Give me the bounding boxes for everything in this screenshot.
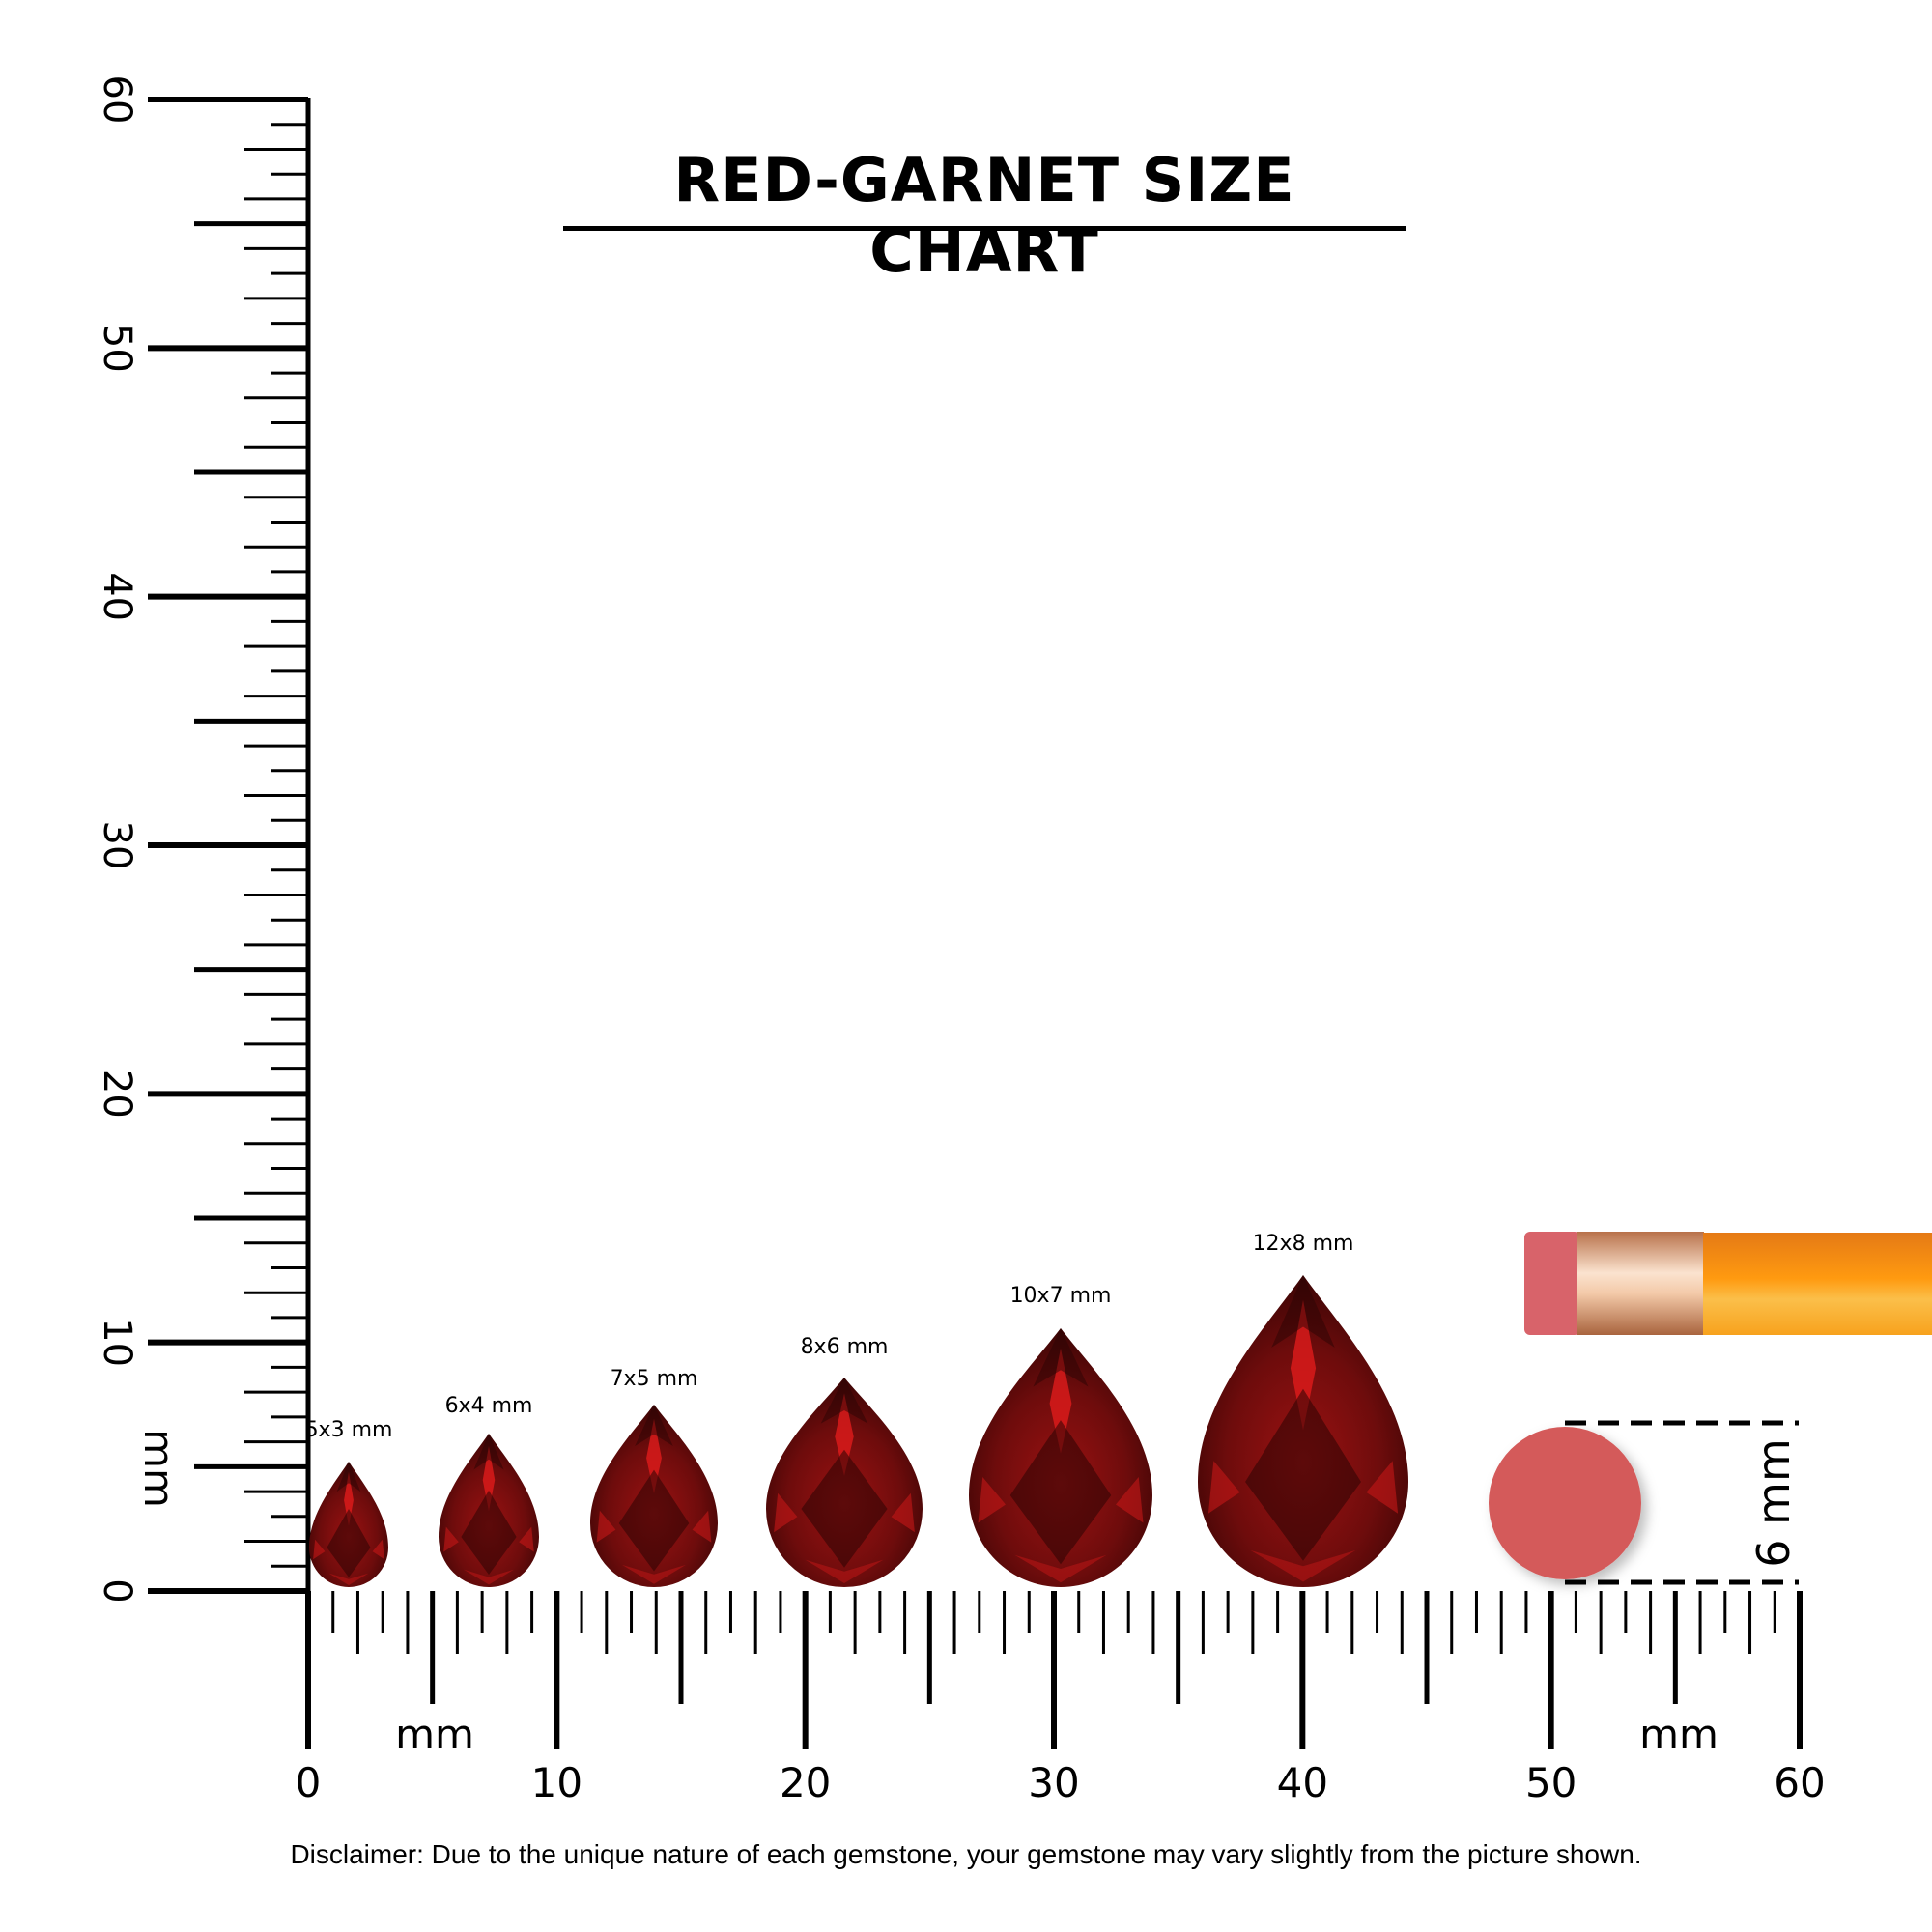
horizontal-tick-label: 0 xyxy=(296,1759,322,1806)
gemstone-6x4mm xyxy=(439,1434,539,1587)
pencil-eraser-tip xyxy=(1524,1232,1580,1335)
gem-facet xyxy=(327,1508,371,1577)
gem-facet xyxy=(1116,1477,1144,1523)
disclaimer: Disclaimer: Due to the unique nature of … xyxy=(290,1839,1642,1869)
gem-facet xyxy=(805,1559,884,1583)
pencil-body xyxy=(1703,1233,1932,1335)
gem-facet xyxy=(1049,1348,1072,1454)
gem-facet xyxy=(835,1393,854,1476)
gem-facet xyxy=(774,1492,798,1533)
gem-facet xyxy=(1033,1328,1089,1387)
gem-facet xyxy=(891,1492,915,1533)
gem-facet xyxy=(1290,1299,1317,1431)
gem-facet xyxy=(1245,1388,1361,1561)
gem-facet xyxy=(1250,1549,1356,1582)
vertical-tick-label: 20 xyxy=(95,1069,139,1119)
gem-facet xyxy=(336,1462,361,1492)
vertical-tick-label: 10 xyxy=(95,1318,139,1367)
horizontal-tick-label: 10 xyxy=(531,1759,582,1806)
gem-facet xyxy=(1208,1461,1240,1514)
gem-facet xyxy=(622,1564,686,1584)
horizontal-tick-label: 20 xyxy=(780,1759,831,1806)
horizontal-unit-label-right: mm xyxy=(1639,1711,1719,1758)
vertical-tick-label: 50 xyxy=(95,324,139,373)
gem-facet xyxy=(1366,1461,1399,1514)
gem-size-label: 12x8 mm xyxy=(1252,1232,1354,1256)
gem-facet xyxy=(344,1471,354,1526)
gem-facet xyxy=(473,1434,504,1470)
gem-facet xyxy=(1014,1554,1107,1583)
gem-size-label: 8x6 mm xyxy=(800,1335,889,1359)
gemstones xyxy=(309,1275,1408,1587)
gem-facet xyxy=(978,1477,1006,1523)
vertical-tick-label: 30 xyxy=(95,821,139,870)
gemstone-12x8mm xyxy=(1198,1275,1408,1587)
gemstone-5x3mm xyxy=(309,1462,388,1587)
gem-facet xyxy=(618,1469,690,1572)
gem-facet xyxy=(820,1378,868,1424)
gem-size-label: 10x7 mm xyxy=(1009,1284,1112,1308)
eraser-reference-circle xyxy=(1489,1427,1641,1579)
gem-facet xyxy=(482,1445,496,1512)
gem-size-label: 7x5 mm xyxy=(610,1367,698,1391)
vertical-tick-label: 60 xyxy=(95,75,139,125)
gemstone-7x5mm xyxy=(590,1405,718,1587)
horizontal-tick-label: 30 xyxy=(1028,1759,1079,1806)
vertical-ruler: 0 10 20 30 40 50 60 xyxy=(95,75,311,1604)
gem-facet xyxy=(328,1573,369,1585)
gem-facet xyxy=(596,1510,616,1543)
eraser-size-label: 6 mm xyxy=(1747,1438,1800,1568)
vertical-tick-label: 0 xyxy=(95,1578,139,1603)
gem-facet xyxy=(646,1418,662,1494)
page-title: RED-GARNET SIZE CHART xyxy=(673,145,1295,286)
gem-size-label: 6x4 mm xyxy=(444,1394,533,1418)
gem-facet xyxy=(461,1490,517,1575)
vertical-unit-label: mm xyxy=(135,1429,183,1508)
horizontal-tick-label: 60 xyxy=(1774,1759,1825,1806)
gem-facet xyxy=(372,1539,384,1560)
gem-facet xyxy=(692,1510,712,1543)
gemstone-10x7mm xyxy=(969,1328,1152,1587)
horizontal-tick-label: 50 xyxy=(1525,1759,1577,1806)
gem-facet xyxy=(443,1526,459,1552)
gem-facet xyxy=(801,1449,888,1568)
gem-facet xyxy=(1009,1420,1112,1565)
pencil-ferrule xyxy=(1577,1232,1704,1335)
title-underline xyxy=(563,226,1406,231)
horizontal-tick-label: 40 xyxy=(1277,1759,1328,1806)
gem-facet xyxy=(313,1539,326,1560)
gem-size-label: 5x3 mm xyxy=(304,1418,393,1442)
gem-facet xyxy=(1271,1275,1335,1348)
horizontal-unit-label-left: mm xyxy=(395,1711,474,1758)
gem-facet xyxy=(464,1569,514,1585)
vertical-tick-label: 40 xyxy=(95,572,139,621)
gem-facet xyxy=(635,1405,673,1447)
horizontal-ruler: 0 10 20 30 40 50 60 xyxy=(296,1591,1826,1806)
gemstone-8x6mm xyxy=(766,1378,923,1587)
gem-facet xyxy=(519,1526,534,1552)
pencil xyxy=(1524,1232,1932,1335)
